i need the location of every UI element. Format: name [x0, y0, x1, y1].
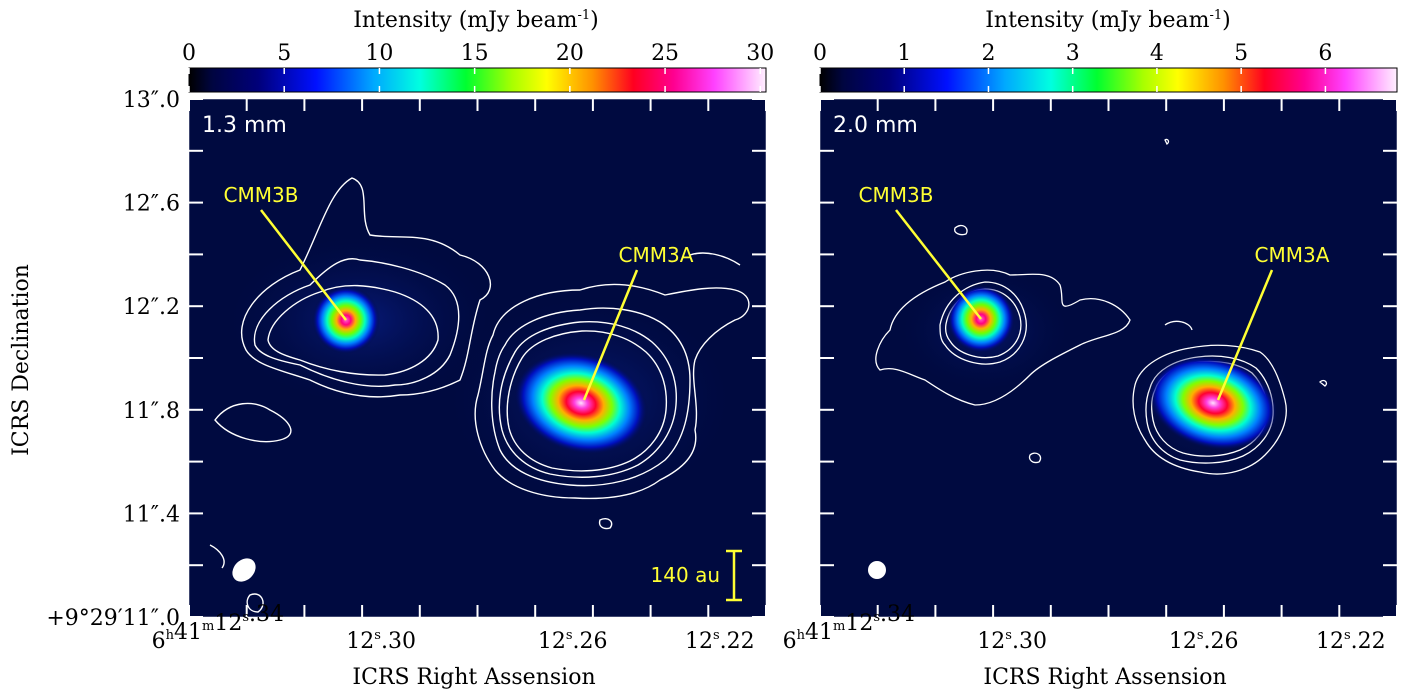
source-label: CMM3B: [859, 183, 934, 207]
x-tick-label: 6h41m12s.34: [783, 602, 915, 654]
colorbar-tick-label: 25: [651, 41, 679, 66]
colorbar-ticks: 0 1 2 3 4 5 6: [813, 41, 1332, 92]
source-label: CMM3A: [1255, 243, 1330, 267]
source-cmm3a-2-0mm: [1148, 355, 1278, 451]
x-tick-label: 12s.30: [977, 628, 1047, 654]
beam-ellipse: [232, 558, 256, 582]
colorbar-tick-label: 30: [746, 41, 774, 66]
x-tick-label: 12s.22: [1316, 628, 1386, 654]
panel-label: 2.0 mm: [833, 113, 918, 138]
y-tick-label: +9°29′11″.0: [46, 606, 180, 631]
colorbar-ticks: 0 5 10 15 20 25 30: [182, 41, 774, 92]
colorbar-label: Intensity (mJy beam-1): [353, 8, 599, 33]
colorbar-tick-label: 0: [182, 41, 196, 66]
colorbar-tick-label: 3: [1066, 41, 1080, 66]
x-axis-title: ICRS Right Assension: [352, 665, 595, 690]
annotation-cmm3b: CMM3B: [859, 183, 982, 320]
colorbar-tick-label: 5: [1234, 41, 1248, 66]
y-tick-label: 12″.6: [123, 192, 180, 217]
colorbar-tick-label: 0: [813, 41, 827, 66]
colorbar-tick-label: 10: [365, 41, 393, 66]
x-tick-label: 12s.26: [538, 628, 608, 654]
colorbar-2-0mm: Intensity (mJy beam-1) 0 1 2 3 4 5 6: [813, 8, 1398, 93]
axes-1-3mm: 6h41m12s.34 12s.30 12s.26 12s.22 +9°29′11″.0…: [46, 88, 767, 654]
axes-2-0mm: 6h41m12s.34 12s.30 12s.26 12s.22: [783, 98, 1398, 654]
x-tick-label: 6h41m12s.34: [152, 602, 284, 654]
x-axis-title: ICRS Right Assension: [983, 665, 1226, 690]
colorbar-label: Intensity (mJy beam-1): [985, 8, 1231, 33]
source-label: CMM3B: [224, 183, 299, 207]
colorbar-tick-label: 15: [461, 41, 489, 66]
colorbar-tick-label: 4: [1150, 41, 1164, 66]
x-tick-label: 12s.26: [1169, 628, 1239, 654]
colorbar-tick-label: 1: [897, 41, 911, 66]
beam-ellipse: [868, 561, 886, 579]
y-axis-title: ICRS Declination: [9, 264, 34, 456]
panel-2-0mm: Intensity (mJy beam-1) 0 1 2 3 4 5 6 2.0 mm: [783, 8, 1398, 654]
contours-1-3mm: [209, 177, 750, 613]
annotation-cmm3b: CMM3B: [224, 183, 347, 321]
scale-bar: 140 au: [651, 549, 742, 602]
x-tick-label: 12s.22: [685, 628, 755, 654]
panel-label: 1.3 mm: [202, 113, 287, 138]
colorbar-tick-label: 20: [556, 41, 584, 66]
colorbar-tick-label: 6: [1318, 41, 1332, 66]
y-tick-label: 12″.2: [123, 295, 180, 320]
annotation-cmm3a: CMM3A: [1216, 243, 1330, 401]
colorbar-1-3mm: Intensity (mJy beam-1) 0 5 10 15 20 25 30: [182, 8, 774, 93]
scale-bar-label: 140 au: [651, 563, 720, 587]
annotation-cmm3a: CMM3A: [582, 243, 694, 401]
y-tick-label: 11″.8: [123, 399, 180, 424]
y-tick-label: 11″.4: [123, 502, 180, 527]
source-label: CMM3A: [619, 243, 694, 267]
panel-1-3mm: Intensity (mJy beam-1) 0 5 10 15 20 25 30: [46, 8, 774, 654]
y-tick-label: 13″.0: [123, 88, 180, 113]
colorbar-tick-label: 2: [981, 41, 995, 66]
source-cmm3a-1-3mm: [514, 351, 648, 455]
colorbar-tick-label: 5: [277, 41, 291, 66]
x-tick-label: 12s.30: [346, 628, 416, 654]
